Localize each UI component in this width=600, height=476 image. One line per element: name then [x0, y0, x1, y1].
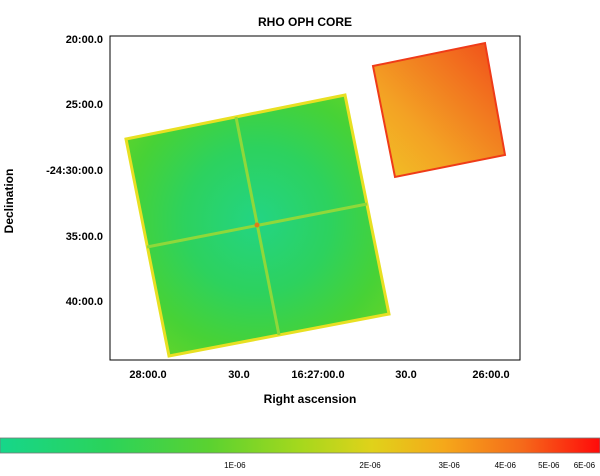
y-tick-label: 40:00.0 — [66, 296, 103, 308]
colorbar-tick-label: 6E-06 — [574, 461, 596, 470]
y-tick-label: 20:00.0 — [66, 34, 103, 46]
chart-title: RHO OPH CORE — [258, 15, 352, 29]
y-tick-label: -24:30:00.0 — [46, 165, 103, 177]
large-region-center-mark — [254, 222, 260, 228]
small-region-body — [371, 41, 507, 179]
colorbar: 1E-06 2E-06 3E-06 4E-06 5E-06 6E-06 — [0, 437, 600, 470]
colorbar-tick-label: 5E-06 — [538, 461, 560, 470]
colorbar-ticks: 1E-06 2E-06 3E-06 4E-06 5E-06 6E-06 — [224, 461, 595, 470]
large-region — [124, 93, 391, 358]
x-tick-label: 30.0 — [228, 369, 249, 381]
colorbar-tick-label: 4E-06 — [495, 461, 517, 470]
y-axis-label: Declination — [2, 169, 16, 234]
plot-frame — [109, 35, 521, 361]
colorbar-tick-label: 1E-06 — [224, 461, 246, 470]
x-tick-label: 16:27:00.0 — [291, 369, 344, 381]
small-region — [371, 41, 507, 179]
x-tick-label: 26:00.0 — [472, 369, 509, 381]
colorbar-tick-label: 2E-06 — [359, 461, 381, 470]
x-axis: 28:00.0 30.0 16:27:00.0 30.0 26:00.0 — [129, 369, 509, 381]
y-tick-label: 25:00.0 — [66, 99, 103, 111]
colorbar-tick-label: 3E-06 — [438, 461, 460, 470]
x-tick-label: 30.0 — [395, 369, 416, 381]
x-axis-label: Right ascension — [264, 392, 357, 406]
y-tick-label: 35:00.0 — [66, 231, 103, 243]
colorbar-gradient — [0, 437, 600, 454]
y-axis: 20:00.0 25:00.0 -24:30:00.0 35:00.0 40:0… — [46, 34, 103, 308]
x-tick-label: 28:00.0 — [129, 369, 166, 381]
